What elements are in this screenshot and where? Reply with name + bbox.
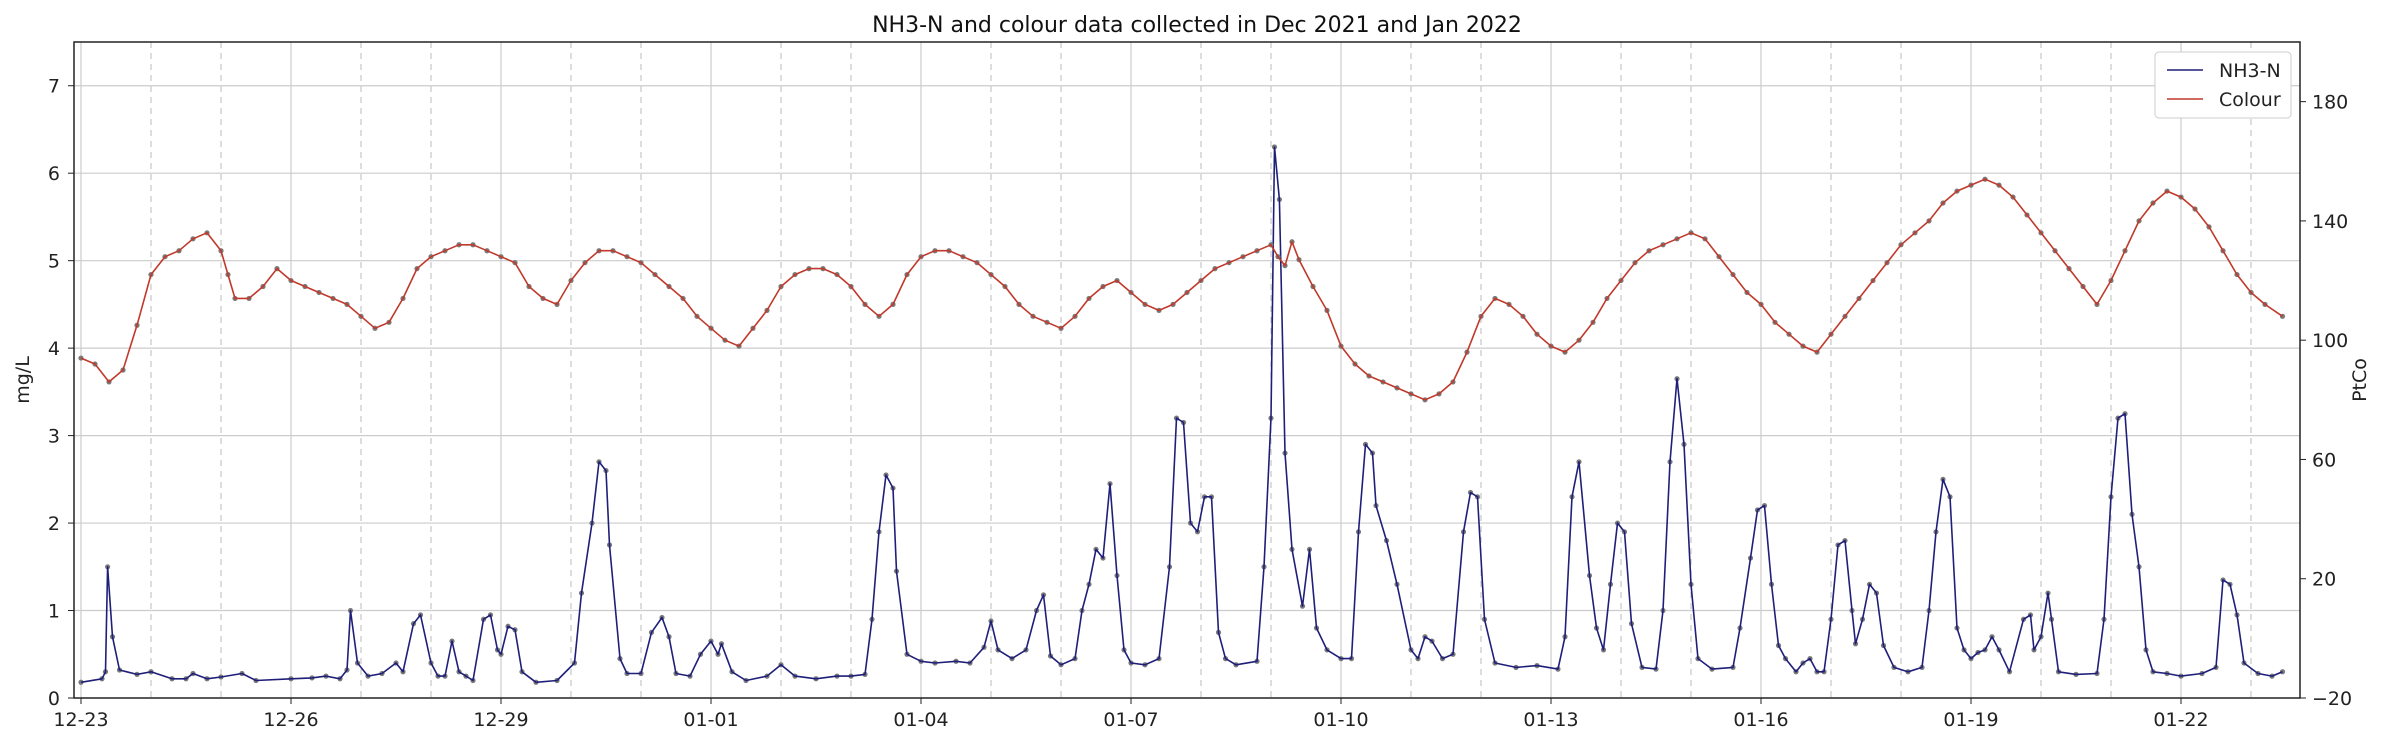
- x-tick-label: 01-07: [1103, 709, 1158, 731]
- y-left-tick-label: 0: [48, 688, 60, 710]
- grid-major-vertical: [80, 42, 2182, 698]
- grid-minor-vertical: [150, 42, 2252, 698]
- x-tick-label: 01-19: [1943, 709, 1998, 731]
- y-left-tick-label: 4: [48, 338, 60, 360]
- legend: NH3-N Colour: [2154, 51, 2292, 119]
- chart-title: NH3-N and colour data collected in Dec 2…: [872, 13, 1522, 38]
- y-axis-left-ticks: 0 1 2 3 4 5 6 7: [48, 76, 74, 710]
- y-right-tick-label: 20: [2312, 569, 2336, 591]
- grid-horizontal: [74, 85, 2300, 612]
- y-axis-right-ticks: −20 20 60 100 140 180: [2300, 92, 2352, 710]
- x-tick-label: 01-22: [2153, 709, 2208, 731]
- y-right-tick-label: 100: [2312, 330, 2348, 352]
- x-tick-label: 01-16: [1733, 709, 1788, 731]
- x-tick-label: 12-23: [53, 709, 108, 731]
- series-colour: [78, 176, 2286, 403]
- series-line-nh3-n: [80, 146, 2283, 684]
- series-nh3-n: [78, 144, 2286, 685]
- y-left-tick-label: 2: [48, 513, 60, 535]
- y-left-tick-label: 6: [48, 163, 60, 185]
- series-line-colour: [80, 178, 2283, 401]
- y-right-tick-label: 180: [2312, 92, 2348, 114]
- y-left-tick-label: 1: [48, 601, 60, 623]
- y-right-tick-label: −20: [2312, 688, 2352, 710]
- legend-label-nh3n: NH3-N: [2219, 60, 2281, 82]
- y-left-tick-label: 7: [48, 76, 60, 98]
- y-axis-left-label: mg/L: [12, 356, 34, 404]
- legend-box: [2154, 51, 2292, 119]
- series-layer: [78, 144, 2286, 685]
- y-right-tick-label: 140: [2312, 211, 2348, 233]
- x-tick-label: 01-04: [893, 709, 948, 731]
- y-left-tick-label: 3: [48, 426, 60, 448]
- x-tick-label: 12-29: [473, 709, 528, 731]
- x-tick-label: 12-26: [263, 709, 318, 731]
- y-right-tick-label: 60: [2312, 449, 2336, 471]
- x-tick-label: 01-01: [683, 709, 738, 731]
- plot-frame: [73, 41, 2301, 699]
- x-axis-ticks: 12-23 12-26 12-29 01-01 01-04 01-07 01-10 01-13…: [53, 698, 2209, 731]
- legend-label-colour: Colour: [2219, 89, 2281, 111]
- y-left-tick-label: 5: [48, 251, 60, 273]
- x-tick-label: 01-10: [1313, 709, 1368, 731]
- x-tick-label: 01-13: [1523, 709, 1578, 731]
- y-axis-right-label: PtCo: [2349, 358, 2371, 402]
